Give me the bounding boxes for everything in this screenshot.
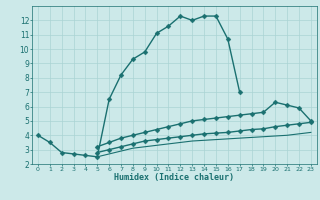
X-axis label: Humidex (Indice chaleur): Humidex (Indice chaleur): [115, 173, 234, 182]
